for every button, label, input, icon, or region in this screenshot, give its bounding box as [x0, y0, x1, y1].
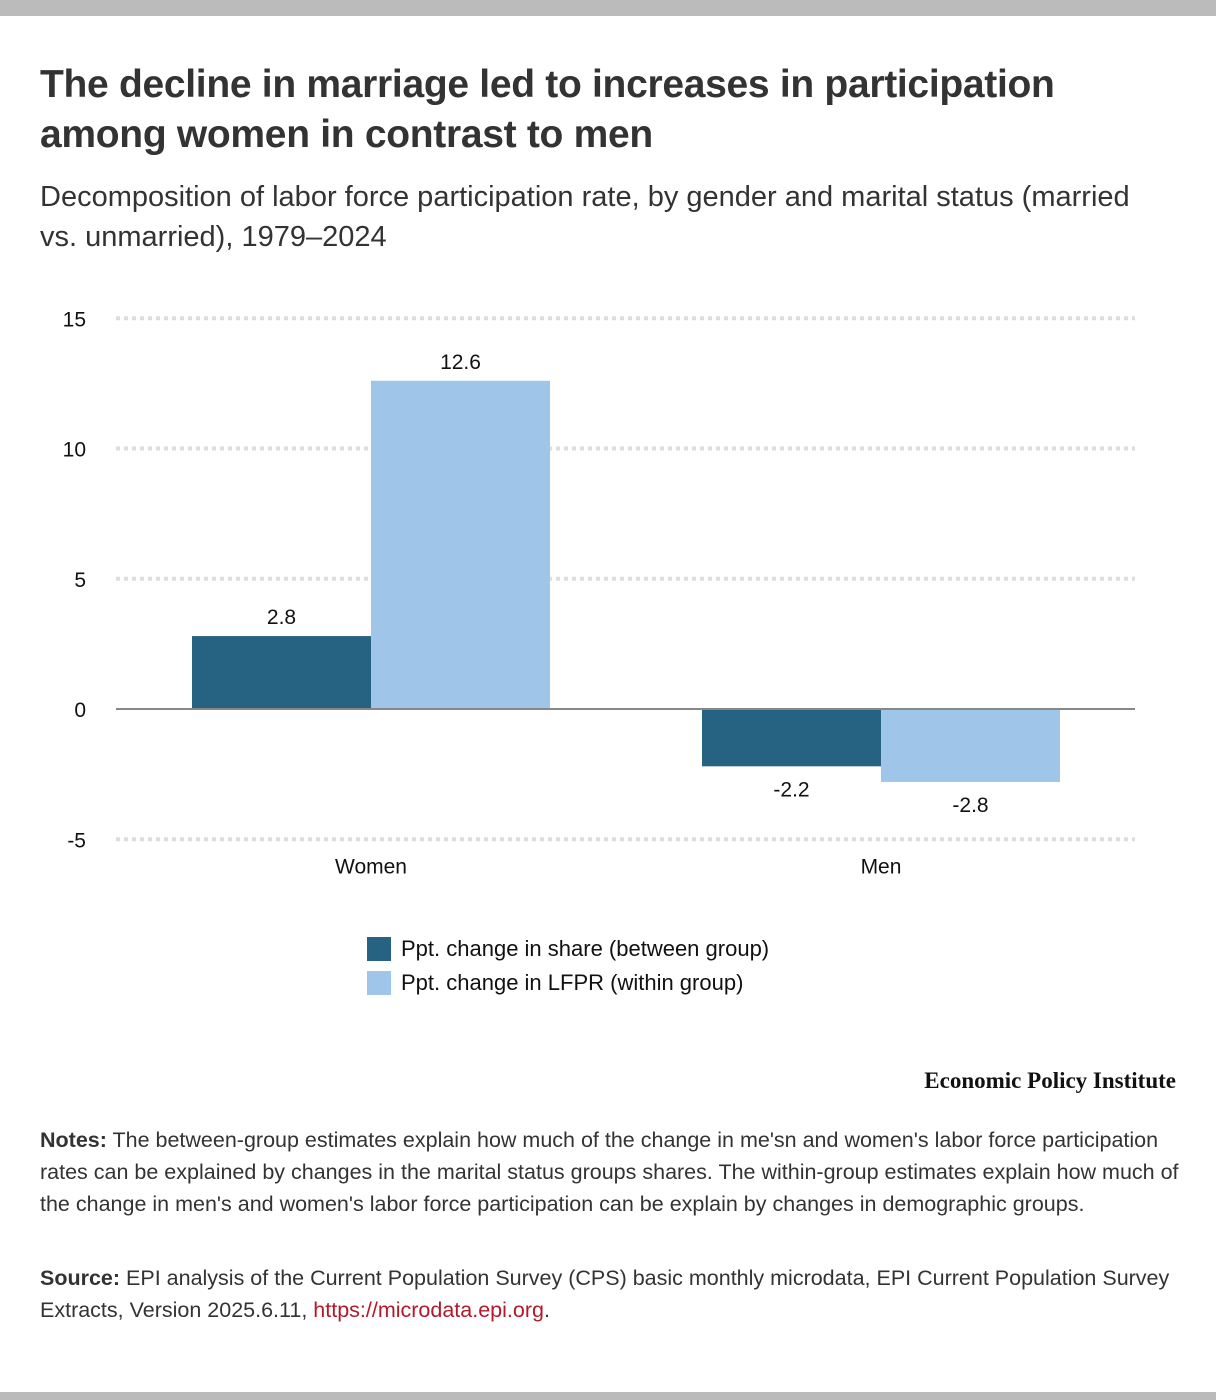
legend-item-within: Ppt. change in LFPR (within group) [367, 966, 769, 1000]
bar-women-series-1 [371, 380, 550, 709]
chart-title: The decline in marriage led to increases… [40, 63, 1055, 156]
y-tick-label: 5 [74, 569, 86, 592]
bar-men-series-0 [702, 709, 881, 767]
legend-label-within: Ppt. change in LFPR (within group) [401, 970, 744, 995]
brand-logo: Economic Policy Institute [924, 1068, 1176, 1093]
bar-women-series-0 [192, 636, 371, 709]
source-link[interactable]: https://microdata.epi.org [313, 1298, 544, 1322]
legend-label-between: Ppt. change in share (between group) [401, 936, 770, 961]
data-label: -2.8 [952, 794, 988, 817]
x-category-label: Men [861, 855, 902, 878]
data-label: 12.6 [440, 351, 481, 374]
legend-swatch-between [367, 937, 391, 961]
data-label: 2.8 [267, 606, 296, 629]
legend-item-between: Ppt. change in share (between group) [367, 932, 769, 966]
source-label: Source: [40, 1266, 121, 1290]
source-trailing: . [543, 1298, 550, 1322]
bottom-border [0, 1392, 1216, 1400]
y-tick-label: 0 [74, 699, 86, 722]
x-axis-categories: Women Men [335, 855, 901, 878]
data-label: -2.2 [773, 778, 809, 801]
chart-subtitle: Decomposition of labor force participati… [40, 181, 1130, 253]
source-text: EPI analysis of the Current Population S… [40, 1266, 1170, 1322]
y-tick-label: -5 [67, 829, 86, 852]
notes-text: The between-group estimates explain how … [40, 1128, 1179, 1216]
bar-chart: 15 10 5 0 -5 2.8 12.6 -2.2 -2.8 Women Men [63, 308, 1135, 878]
legend: Ppt. change in share (between group) Ppt… [367, 932, 769, 1000]
y-tick-label: 15 [63, 308, 86, 331]
x-category-label: Women [335, 855, 407, 878]
notes: Notes: The between-group estimates expla… [40, 1124, 1180, 1220]
y-axis-ticks: 15 10 5 0 -5 [63, 308, 86, 852]
notes-label: Notes: [40, 1128, 107, 1152]
bar-men-series-1 [881, 709, 1060, 782]
data-labels: 2.8 12.6 -2.2 -2.8 [267, 351, 989, 817]
top-border [0, 0, 1216, 16]
gridlines [116, 316, 1135, 842]
bars [192, 380, 1060, 782]
legend-swatch-within [367, 971, 391, 995]
y-tick-label: 10 [63, 439, 86, 462]
source: Source: EPI analysis of the Current Popu… [40, 1262, 1180, 1326]
